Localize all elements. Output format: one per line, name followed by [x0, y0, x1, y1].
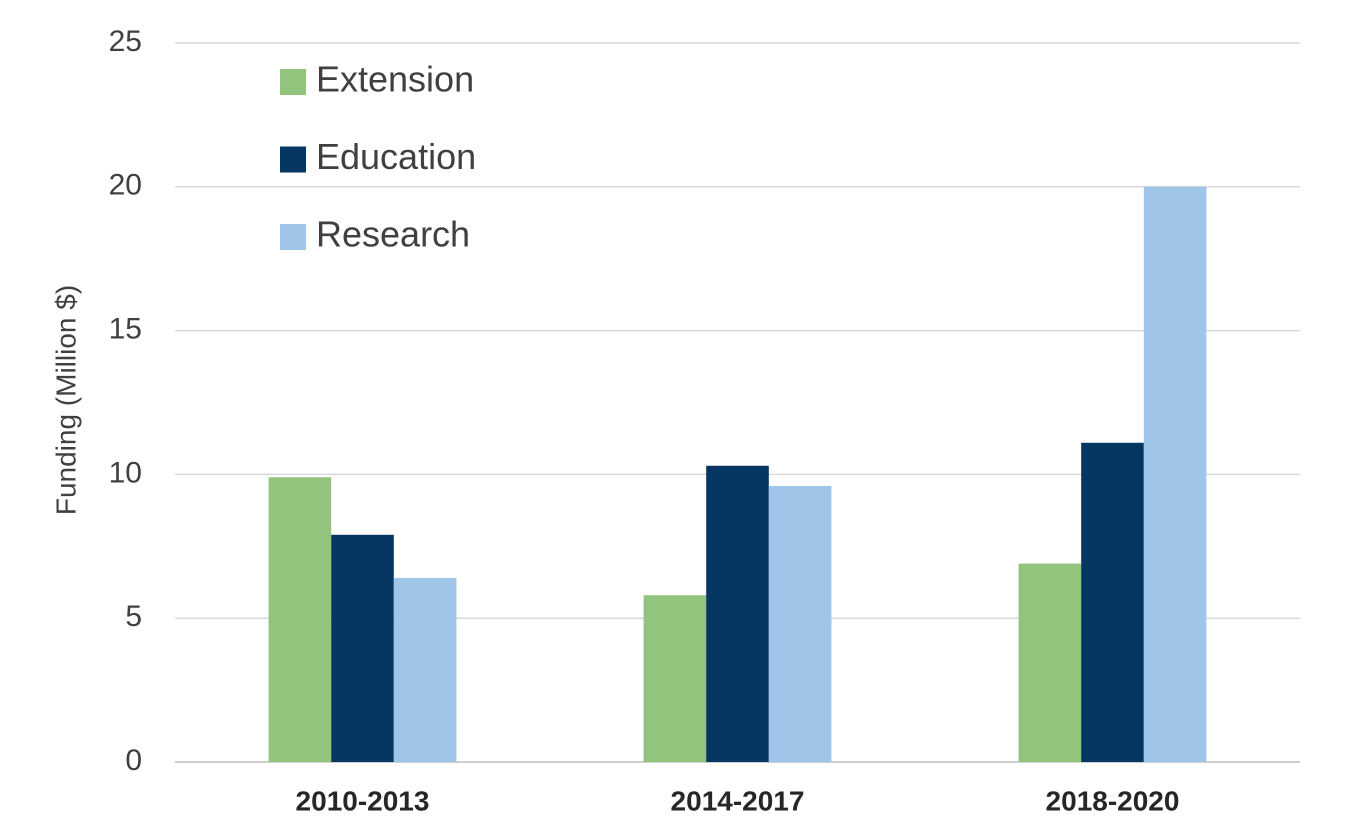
legend-label: Education	[316, 136, 476, 177]
y-tick-label: 0	[125, 744, 142, 777]
legend-swatch	[280, 224, 306, 250]
x-tick-label: 2018-2020	[1046, 785, 1180, 816]
y-tick-label: 15	[109, 313, 142, 346]
y-tick-label: 25	[109, 25, 142, 58]
bar	[1081, 442, 1144, 762]
y-tick-label: 5	[125, 600, 142, 633]
x-tick-label: 2014-2017	[671, 785, 805, 816]
bar	[643, 595, 707, 762]
bar	[768, 485, 832, 762]
legend-swatch	[280, 69, 306, 95]
legend-swatch	[280, 146, 306, 173]
legend-label: Research	[316, 214, 470, 255]
y-axis-label: Funding (Million $)	[50, 285, 81, 515]
bar	[331, 534, 394, 762]
bar	[1143, 186, 1207, 763]
legend-label: Extension	[316, 59, 474, 100]
x-tick-label: 2010-2013	[296, 785, 430, 816]
y-tick-label: 20	[109, 169, 142, 202]
bar	[393, 577, 457, 762]
y-tick-label: 10	[109, 456, 142, 489]
bar	[706, 465, 769, 762]
bar	[1018, 563, 1082, 762]
bar	[268, 477, 332, 762]
